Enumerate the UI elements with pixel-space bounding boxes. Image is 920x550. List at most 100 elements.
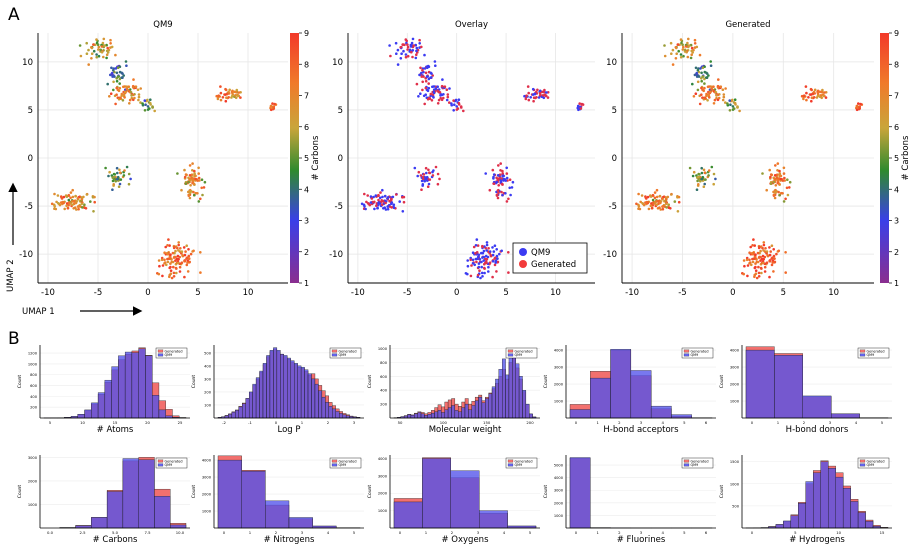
y-tick-label: -5 [609, 202, 617, 212]
scatter-point [114, 53, 117, 57]
scatter-point [392, 203, 396, 206]
umap-axis-hints: UMAP 1 UMAP 2 [6, 182, 143, 317]
scatter-point [536, 88, 539, 92]
x-tick-label: -10 [625, 288, 639, 298]
scatter-point [773, 260, 777, 264]
scatter-point [165, 263, 168, 267]
legend-label: QM9 [691, 463, 699, 467]
scatter-point [420, 75, 424, 78]
bar-qm9 [269, 350, 274, 419]
colorbar-tick-label: 4 [304, 185, 309, 194]
scatter-point [670, 52, 673, 55]
scatter-point [105, 53, 109, 56]
scatter-point [804, 85, 808, 88]
x-tick-label: 7.5 [144, 530, 151, 535]
scatter-point [114, 179, 117, 183]
colorbar-tick-label: 2 [304, 248, 309, 257]
scatter-point [95, 38, 98, 41]
scatter-point [432, 96, 435, 99]
scatter-point [93, 200, 96, 204]
scatter-point [378, 196, 382, 200]
scatter-point [693, 73, 697, 77]
x-axis-label: # Oxygens [441, 535, 489, 545]
colorbar-tick-label: 8 [304, 60, 309, 69]
legend-swatch-qm9 [859, 353, 866, 357]
bar-qm9 [857, 512, 866, 529]
bar-qm9 [335, 411, 340, 419]
scatter-point [762, 261, 765, 265]
scatter-point [677, 200, 681, 204]
bars [217, 455, 361, 529]
scatter-point [400, 52, 403, 55]
scatter-point [127, 85, 131, 88]
scatter-point [171, 251, 175, 255]
scatter-point [401, 210, 405, 213]
scatter-point [129, 177, 132, 181]
bar-qm9 [276, 350, 281, 419]
scatter-point [97, 48, 100, 51]
scatter-point [693, 42, 697, 45]
scatter-point [438, 177, 441, 181]
scatter-point [753, 244, 756, 247]
scatter-point [750, 252, 754, 255]
scatter-point [492, 175, 495, 179]
scatter-point [705, 72, 709, 75]
bar-qm9 [451, 405, 456, 419]
x-tick-label: 3 [353, 420, 356, 425]
scatter-point [686, 41, 689, 45]
legend-box [857, 347, 890, 359]
scatter-point [109, 42, 112, 45]
scatter-point [655, 188, 659, 192]
scatter-point [110, 71, 114, 75]
scatter-point [768, 260, 772, 263]
scatter-point [380, 200, 384, 203]
scatter-point [71, 188, 74, 192]
scatter-point [752, 257, 756, 261]
scatter-point [92, 43, 95, 46]
x-tick-label: 0 [575, 530, 578, 535]
x-axis-label: # Nitrogens [264, 535, 315, 545]
scatter-point [491, 168, 495, 172]
scatter-point [149, 103, 152, 106]
bar-qm9 [434, 411, 439, 419]
scatter-point [163, 258, 166, 262]
scatter-point [171, 260, 175, 264]
x-tick-label: 50 [398, 420, 403, 425]
scatter-point [121, 99, 125, 102]
scatter-point [184, 250, 187, 253]
scatter-point [698, 102, 702, 106]
scatter-point [682, 54, 685, 58]
scatter-point [501, 174, 505, 178]
scatter-point [111, 179, 115, 183]
y-tick-label: 1000 [554, 514, 564, 518]
histogram--carbons: 1000 2000 3000 0.0 2.5 5.0 7.5 10.0 # Carbons Cou… [17, 455, 190, 545]
scatter-point [762, 249, 765, 252]
scatter-point [758, 245, 761, 249]
legend-box [512, 242, 588, 274]
x-tick-label: 100 [440, 420, 448, 425]
scatter-point [118, 82, 121, 85]
scatter-point [360, 202, 364, 206]
x-tick-label: -5 [403, 288, 411, 298]
scatter-point [778, 174, 782, 178]
legend-box [329, 347, 362, 359]
scatter-point [423, 53, 426, 57]
y-tick-label: 100 [204, 403, 212, 407]
scatter-point [128, 102, 131, 105]
scatter-point [436, 102, 440, 105]
scatter-point [372, 195, 375, 199]
scatter-point [158, 264, 161, 268]
scatter-point [70, 200, 74, 203]
scatter-point [778, 182, 781, 186]
scatter-point [424, 93, 428, 96]
scatter-point [524, 97, 528, 101]
scatter-point [492, 182, 496, 185]
x-axis-label: # Atoms [97, 425, 134, 435]
x-tick-label: 0 [454, 288, 459, 298]
scatter-point [525, 94, 528, 97]
bar-qm9 [671, 414, 692, 419]
scatter-point [489, 254, 493, 257]
scatter-point [685, 50, 688, 54]
scatter-point [419, 92, 422, 95]
